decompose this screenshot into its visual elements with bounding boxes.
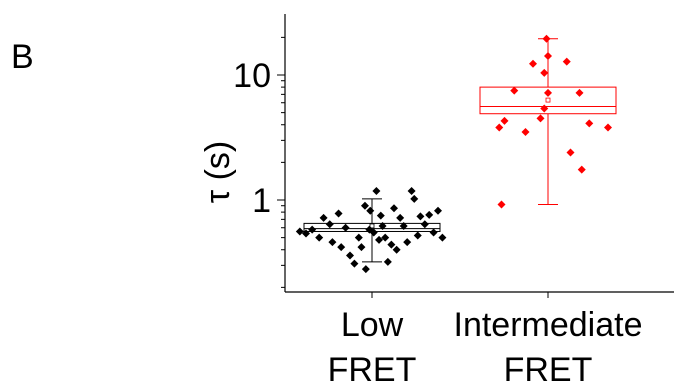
data-point <box>361 265 370 274</box>
data-point <box>372 187 381 196</box>
data-point <box>542 34 551 43</box>
mean-marker <box>545 97 551 103</box>
data-point <box>420 220 429 229</box>
data-point <box>319 213 328 222</box>
data-point <box>381 233 390 242</box>
y-tick-label: 10 <box>233 57 271 95</box>
data-point <box>566 148 575 157</box>
x-ticks <box>371 292 549 298</box>
data-point <box>346 251 354 260</box>
y-ticks: 1 10 <box>233 36 285 288</box>
data-point <box>585 119 594 128</box>
data-point <box>387 240 396 249</box>
data-point <box>429 228 438 237</box>
data-point <box>350 259 359 268</box>
category-label-line2: FRET <box>328 351 417 387</box>
data-point <box>375 235 384 244</box>
panel-label: B <box>11 38 34 76</box>
data-point <box>536 114 545 123</box>
data-point <box>366 206 375 215</box>
data-point <box>604 123 612 132</box>
category-label-line2: FRET <box>504 351 593 387</box>
category-label-line1: Intermediate <box>454 306 643 344</box>
data-point <box>337 243 346 252</box>
box <box>479 86 617 115</box>
data-point <box>521 127 530 136</box>
data-point <box>497 200 506 209</box>
data-point <box>544 51 552 60</box>
data-point <box>378 221 387 230</box>
data-point <box>399 221 408 230</box>
data-point <box>434 206 442 215</box>
data-point <box>410 194 419 203</box>
data-point <box>360 201 369 210</box>
data-point <box>295 227 304 236</box>
data-point <box>325 220 334 229</box>
data-point <box>529 59 537 68</box>
data-point <box>354 233 363 242</box>
data-point <box>396 213 405 222</box>
data-point <box>376 211 385 220</box>
data-point <box>438 233 447 242</box>
data-point <box>308 225 317 234</box>
data-point <box>328 238 337 247</box>
data-point <box>302 229 310 238</box>
category-labels: Low FRET Intermediate FRET <box>328 306 643 387</box>
data-point <box>407 187 416 196</box>
y-axis-label: τ (s) <box>199 141 237 204</box>
data-point <box>425 210 434 219</box>
data-point <box>544 88 552 97</box>
data-point <box>334 209 343 218</box>
data-point <box>413 231 422 240</box>
data-point <box>577 165 586 174</box>
data-point <box>575 88 584 97</box>
mean-marker <box>369 223 375 229</box>
data-point <box>315 233 324 242</box>
plot-axes: 1 10 <box>233 14 674 298</box>
data-point <box>357 243 366 252</box>
data-point <box>390 204 398 213</box>
data-point <box>403 238 412 247</box>
data-point <box>341 223 350 232</box>
data-point <box>383 257 392 266</box>
data-point <box>416 212 425 221</box>
data-point <box>562 57 571 66</box>
data-point <box>369 228 378 237</box>
data-point <box>540 104 549 113</box>
category-label-line1: Low <box>341 306 404 344</box>
data-point <box>500 116 509 125</box>
y-tick-label: 1 <box>252 182 271 220</box>
data-point <box>392 245 401 254</box>
data-point <box>495 123 504 132</box>
data-point <box>510 86 519 95</box>
data-point <box>540 68 549 77</box>
data-points <box>295 34 612 274</box>
